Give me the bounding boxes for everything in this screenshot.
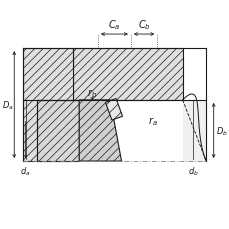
Polygon shape — [23, 49, 72, 161]
Polygon shape — [37, 101, 79, 161]
Text: $r_b$: $r_b$ — [86, 87, 96, 99]
Text: $C_b$: $C_b$ — [137, 18, 150, 32]
Text: $C_a$: $C_a$ — [108, 18, 120, 32]
Text: $r_a$: $r_a$ — [147, 115, 157, 127]
Polygon shape — [105, 99, 122, 120]
Text: $D_a$: $D_a$ — [2, 99, 13, 111]
Polygon shape — [72, 49, 182, 101]
Text: $d_a$: $d_a$ — [20, 165, 31, 177]
Text: $D_b$: $D_b$ — [215, 125, 226, 137]
Polygon shape — [182, 101, 205, 161]
Text: $d_b$: $d_b$ — [187, 165, 198, 177]
Polygon shape — [79, 101, 121, 161]
